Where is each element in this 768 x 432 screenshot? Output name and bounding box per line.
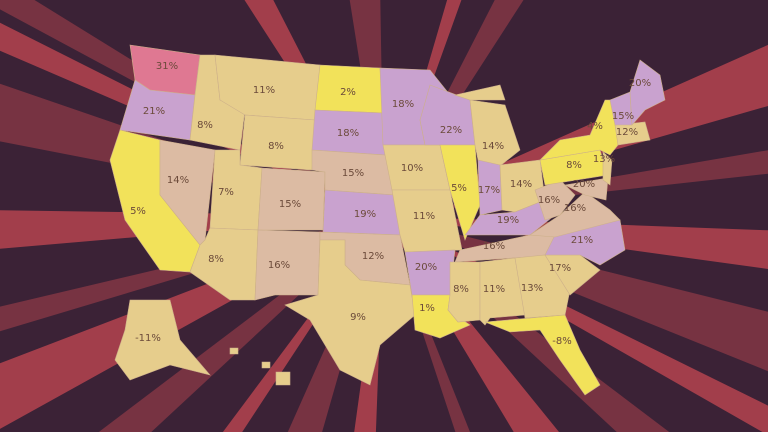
light-ray: [384, 0, 462, 216]
state-mi: [453, 84, 506, 101]
state-label-mi: 14%: [482, 141, 504, 152]
state-label-nv: 14%: [167, 175, 189, 186]
state-label-ga: 13%: [521, 283, 543, 294]
state-label-sd: 18%: [337, 128, 359, 139]
state-label-ne: 15%: [342, 168, 364, 179]
state-nj: [602, 151, 613, 186]
state-label-ky: 19%: [497, 215, 519, 226]
state-ma: [614, 121, 651, 146]
state-hi: [229, 347, 239, 355]
state-label-me: 20%: [629, 78, 651, 89]
state-label-ma: 12%: [616, 127, 638, 138]
state-label-ok: 12%: [362, 251, 384, 262]
state-fl: [484, 314, 601, 396]
state-label-ks: 19%: [354, 209, 376, 220]
state-label-pa: 8%: [566, 160, 582, 171]
state-label-nm: 16%: [268, 260, 290, 271]
state-label-nd: 2%: [340, 87, 356, 98]
state-label-nh: 15%: [612, 111, 634, 122]
state-label-fl: -8%: [552, 336, 571, 347]
state-me: [629, 59, 666, 126]
state-label-ms: 8%: [453, 284, 469, 295]
state-label-la: 1%: [419, 303, 435, 314]
state-nm: [254, 229, 321, 301]
state-label-nc: 21%: [571, 235, 593, 246]
state-tx: [284, 239, 416, 386]
state-label-ak: -11%: [135, 333, 161, 344]
state-label-ar: 20%: [415, 262, 437, 273]
state-label-az: 8%: [208, 254, 224, 265]
state-label-il: 5%: [451, 183, 467, 194]
state-label-wa: 31%: [156, 61, 178, 72]
state-label-ia: 10%: [401, 163, 423, 174]
light-ray: [0, 216, 384, 429]
states-layer: [109, 44, 666, 396]
state-label-id: 8%: [197, 120, 213, 131]
state-label-or: 21%: [143, 106, 165, 117]
state-label-ut: 7%: [218, 187, 234, 198]
state-label-wy: 8%: [268, 141, 284, 152]
state-label-mn: 18%: [392, 99, 414, 110]
state-label-va: 16%: [564, 203, 586, 214]
state-il: [439, 144, 481, 241]
state-ak: [114, 299, 211, 381]
state-hi: [261, 361, 271, 369]
state-label-oh: 14%: [510, 179, 532, 190]
labels-layer: 31% 21% 5% 14% 8% 11% 8% 7% 8% 15% 16% 2% 18% 15% 19% 1…: [130, 61, 651, 347]
state-label-sc: 17%: [549, 263, 571, 274]
state-label-al: 11%: [483, 284, 505, 295]
state-label-md: 20%: [573, 179, 595, 190]
state-label-mo: 11%: [413, 211, 435, 222]
state-md: [564, 177, 609, 201]
state-hi: [275, 371, 291, 386]
state-label-ny: 4%: [587, 121, 603, 132]
state-label-tx: 9%: [350, 312, 366, 323]
state-label-ca: 5%: [130, 206, 146, 217]
state-label-mt: 11%: [253, 85, 275, 96]
state-label-co: 15%: [279, 199, 301, 210]
state-label-wi: 22%: [440, 125, 462, 136]
state-label-tn: 16%: [483, 241, 505, 252]
state-label-in: 17%: [478, 185, 500, 196]
state-label-nj: 13%: [593, 154, 615, 165]
state-label-wv: 16%: [538, 195, 560, 206]
